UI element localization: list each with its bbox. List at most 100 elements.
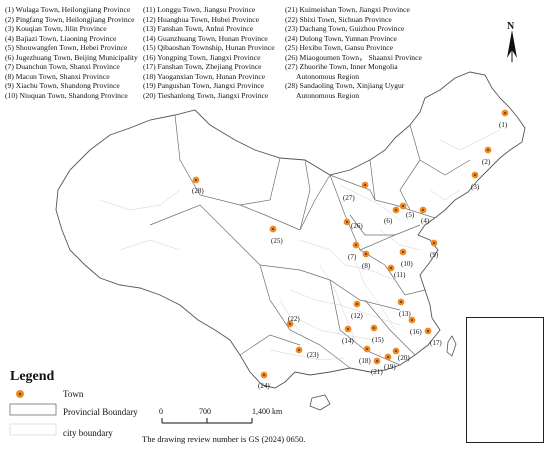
town-marker-label: (9) xyxy=(430,251,439,259)
town-marker-label: (14) xyxy=(342,337,354,345)
town-list-item: (25) Hexibu Town, Gansu Province xyxy=(285,43,393,53)
town-marker-core xyxy=(473,173,477,177)
town-marker-core xyxy=(297,348,301,352)
town-marker: (12) xyxy=(351,300,363,320)
town-marker-label: (21) xyxy=(371,368,383,376)
town-marker-core xyxy=(372,326,376,330)
town-marker: (18) xyxy=(359,345,371,365)
town-list-column-1: (1) Wulaga Town, Heilongjiang Province (… xyxy=(5,5,138,100)
town-marker: (17) xyxy=(424,327,442,347)
town-marker: (6) xyxy=(384,206,400,225)
town-marker: (24) xyxy=(258,371,270,390)
review-note: The drawing review number is GS (2024) 0… xyxy=(142,434,306,444)
town-marker-core xyxy=(389,266,393,270)
town-marker-label: (27) xyxy=(343,194,355,202)
town-list-item: (8) Macun Town, Shanxi Province xyxy=(5,71,110,81)
town-marker-label: (4) xyxy=(421,217,430,225)
town-marker: (16) xyxy=(408,316,422,336)
town-marker: (22) xyxy=(286,315,300,328)
scale-bar-icon xyxy=(161,418,253,424)
town-marker-core xyxy=(355,302,359,306)
town-marker-core xyxy=(410,318,414,322)
legend-title: Legend xyxy=(10,369,55,384)
town-marker-label: (10) xyxy=(401,260,413,268)
town-marker-core xyxy=(421,208,425,212)
town-marker-label: (2) xyxy=(482,158,491,166)
town-list-item: Autonomous Region xyxy=(285,71,360,81)
town-marker: (10) xyxy=(399,248,413,268)
town-marker: (27) xyxy=(343,181,369,202)
town-list-item: (6) Jugezhuang Town, Beijing Municipalit… xyxy=(5,52,138,62)
town-marker-label: (13) xyxy=(399,310,411,318)
town-marker-core xyxy=(486,148,490,152)
town-marker-label: (7) xyxy=(348,253,357,261)
town-marker-core xyxy=(288,322,292,326)
legend-city-swatch xyxy=(9,423,57,436)
town-marker: (19) xyxy=(384,353,396,371)
town-marker-core xyxy=(401,250,405,254)
town-list-item: (20) Tieshanlong Town, Jiangxi Province xyxy=(143,90,269,100)
town-marker-core xyxy=(394,208,398,212)
town-marker-core xyxy=(375,359,379,363)
town-list-item: (23) Dachang Town, Guizhou Province xyxy=(285,24,405,34)
town-list-item: (22) Shixi Town, Sichuan Province xyxy=(285,14,392,24)
town-list-item: (27) Zhuorihe Town, Inner Mongolia xyxy=(285,62,398,72)
south-china-sea-inset xyxy=(466,317,544,443)
town-marker-core xyxy=(503,111,507,115)
town-marker-core xyxy=(386,355,390,359)
town-marker: (4) xyxy=(419,206,430,225)
town-marker: (3) xyxy=(471,171,480,191)
town-marker-label: (6) xyxy=(384,217,393,225)
town-marker-label: (3) xyxy=(471,183,480,191)
town-list-item: (2) Pingfang Town, Heilongjiang Province xyxy=(5,14,135,24)
town-marker-label: (8) xyxy=(362,262,371,270)
town-marker: (26) xyxy=(343,218,363,230)
north-arrow-icon xyxy=(507,30,517,62)
town-list-item: (9) Xiachu Town, Shandong Province xyxy=(5,81,120,91)
town-marker: (13) xyxy=(397,298,411,318)
town-list-item: (28) Sandaoling Town, Xinjiang Uygur xyxy=(285,81,405,91)
town-markers: (1) (2) (3) (4) (5) (6) (7) (8) (9) (10) (11) (12) (… xyxy=(192,109,509,390)
town-marker-label: (24) xyxy=(258,382,270,390)
town-marker-label: (17) xyxy=(430,339,442,347)
town-marker-label: (1) xyxy=(499,121,508,129)
town-list-item: (15) Qibaoshan Township, Hunan Province xyxy=(143,43,275,53)
town-marker-label: (26) xyxy=(351,222,363,230)
scale-zero: 0 xyxy=(159,407,163,416)
town-marker: (20) xyxy=(392,347,410,362)
town-marker-label: (12) xyxy=(351,312,363,320)
town-marker: (1) xyxy=(499,109,509,129)
town-list-item: (3) Kouqian Town, Jilin Province xyxy=(5,24,107,34)
town-marker: (8) xyxy=(362,250,371,270)
town-marker-label: (15) xyxy=(372,336,384,344)
town-marker-core xyxy=(262,373,266,377)
provincial-boundaries xyxy=(149,114,471,369)
town-marker-label: (5) xyxy=(406,211,415,219)
town-list-item: (17) Fanshan Town, Zhejiang Province xyxy=(143,62,262,72)
town-list-item: (24) Dulong Town, Yunnan Province xyxy=(285,33,397,43)
town-marker-core xyxy=(345,220,349,224)
town-list-item: Autonomous Region xyxy=(285,90,360,100)
town-list-item: (7) Duanchun Town, Shanxi Province xyxy=(5,62,120,72)
town-marker-label: (22) xyxy=(288,315,300,323)
hainan-island xyxy=(309,394,331,411)
town-list-item: (4) Bajiazi Town, Liaoning Province xyxy=(5,33,117,43)
town-marker: (11) xyxy=(387,264,406,279)
town-marker: (21) xyxy=(371,357,383,376)
town-marker-core xyxy=(401,204,405,208)
town-marker: (25) xyxy=(269,225,283,245)
town-marker-label: (16) xyxy=(410,328,422,336)
town-list-item: (10) Niuquan Town, Shandong Province xyxy=(5,90,128,100)
town-list-item: (5) Shouwangfen Town, Hebei Province xyxy=(5,43,128,53)
town-list-item: (12) Huanghua Town, Hubei Province xyxy=(143,14,259,24)
town-marker-core xyxy=(432,241,436,245)
town-marker-core xyxy=(194,178,198,182)
town-marker-core xyxy=(346,327,350,331)
town-marker-label: (20) xyxy=(398,354,410,362)
town-marker-label: (25) xyxy=(271,237,283,245)
town-marker-label: (11) xyxy=(394,271,406,279)
town-marker-core xyxy=(363,183,367,187)
town-list-item: (1) Wulaga Town, Heilongjiang Province xyxy=(5,5,131,14)
town-list-item: (14) Guanzhuang Town, Hunan Province xyxy=(143,33,268,43)
town-list-column-3: (21) Kuimeishan Town, Jiangxi Province (… xyxy=(285,5,422,100)
